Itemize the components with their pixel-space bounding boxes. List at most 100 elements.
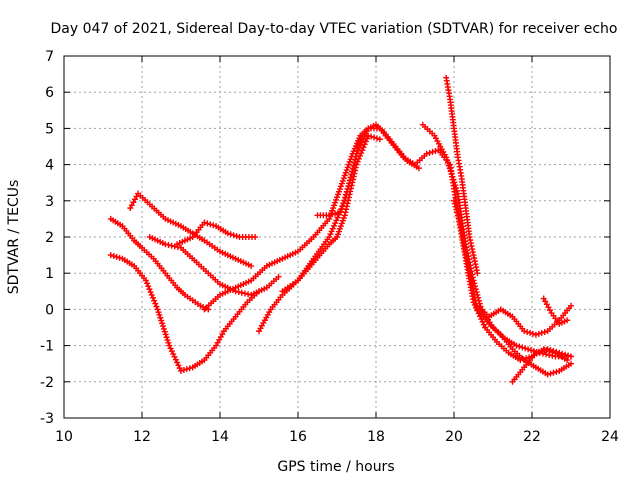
- data-point: [544, 346, 551, 353]
- data-point: [522, 345, 529, 352]
- data-point: [160, 323, 166, 330]
- data-point: [345, 183, 352, 190]
- data-point: [341, 197, 348, 204]
- data-point: [346, 180, 353, 187]
- data-point: [252, 234, 259, 240]
- data-point: [445, 162, 452, 169]
- data-point: [373, 135, 380, 142]
- data-point: [248, 262, 255, 269]
- data-point: [159, 320, 166, 327]
- data-point: [116, 254, 123, 261]
- data-point: [332, 210, 339, 217]
- data-point: [167, 345, 174, 352]
- data-point: [157, 314, 164, 321]
- data-point: [521, 328, 528, 335]
- data-point: [371, 134, 378, 141]
- data-point: [357, 132, 364, 139]
- data-point: [155, 309, 162, 316]
- data-point: [347, 177, 354, 184]
- chart-title: Day 047 of 2021, Sidereal Day-to-day VTE…: [51, 21, 618, 37]
- data-point: [362, 138, 369, 145]
- data-point: [183, 366, 190, 373]
- data-point: [164, 337, 171, 344]
- data-point: [165, 339, 172, 346]
- data-point: [415, 165, 422, 172]
- x-axis-label: GPS time / hours: [277, 459, 394, 475]
- data-point: [538, 348, 545, 355]
- data-point: [445, 159, 451, 166]
- data-point: [186, 365, 193, 372]
- data-point: [107, 252, 114, 259]
- data-point: [429, 148, 436, 155]
- data-point: [331, 202, 338, 209]
- data-point: [568, 302, 574, 309]
- data-point: [333, 196, 340, 203]
- data-point: [564, 317, 571, 324]
- data-point: [172, 356, 179, 363]
- data-point: [553, 348, 560, 355]
- y-tick-label: 2: [45, 230, 54, 246]
- data-point: [338, 205, 345, 212]
- data-point: [235, 289, 242, 296]
- data-point: [454, 187, 460, 194]
- data-point: [175, 362, 182, 369]
- data-point: [446, 165, 453, 172]
- data-point: [333, 217, 340, 224]
- data-point: [113, 253, 120, 260]
- series-trace-13: [474, 302, 574, 338]
- data-point: [348, 171, 355, 178]
- y-tick-label: -3: [40, 411, 54, 427]
- data-point: [329, 225, 336, 232]
- data-point: [535, 348, 542, 355]
- data-point: [480, 321, 487, 328]
- x-tick-label: 24: [601, 429, 619, 445]
- data-point: [341, 172, 348, 179]
- data-point: [330, 205, 337, 212]
- data-point: [516, 343, 523, 350]
- series-trace-16: [540, 295, 571, 327]
- y-tick-label: -1: [40, 339, 54, 355]
- data-point: [517, 357, 524, 364]
- data-point: [347, 174, 354, 181]
- data-point: [565, 352, 572, 359]
- x-tick-label: 16: [289, 429, 307, 445]
- y-tick-label: 1: [45, 266, 54, 282]
- series-trace-11: [443, 74, 481, 277]
- data-point: [335, 188, 342, 195]
- data-point: [329, 211, 336, 218]
- data-point: [233, 233, 240, 240]
- data-point: [562, 351, 569, 358]
- data-point: [339, 177, 346, 184]
- data-point: [344, 185, 351, 192]
- data-point: [451, 197, 457, 204]
- x-axis-ticks: 10 12 14 16 18 20 22 24: [55, 56, 619, 445]
- x-tick-label: 20: [445, 429, 463, 445]
- data-point: [527, 329, 534, 336]
- data-point: [364, 135, 371, 142]
- data-point: [334, 194, 340, 201]
- data-point: [359, 147, 366, 154]
- series-trace-8: [279, 132, 383, 295]
- y-tick-label: 4: [45, 158, 54, 174]
- data-point: [524, 329, 531, 336]
- data-point: [180, 367, 187, 374]
- data-point: [559, 350, 566, 357]
- data-point: [337, 183, 344, 190]
- x-tick-label: 10: [55, 429, 73, 445]
- data-point: [358, 150, 365, 157]
- data-point: [147, 289, 154, 296]
- data-point: [238, 289, 245, 296]
- data-point: [338, 220, 345, 227]
- data-point: [344, 164, 351, 171]
- data-point: [456, 218, 463, 225]
- data-point: [447, 168, 454, 175]
- data-point: [450, 176, 457, 183]
- data-point: [224, 230, 231, 237]
- data-point: [110, 253, 117, 260]
- y-tick-label: 6: [45, 85, 54, 101]
- data-point: [455, 215, 462, 222]
- data-point: [340, 200, 347, 207]
- data-point: [332, 220, 339, 227]
- series-trace-3: [127, 190, 255, 269]
